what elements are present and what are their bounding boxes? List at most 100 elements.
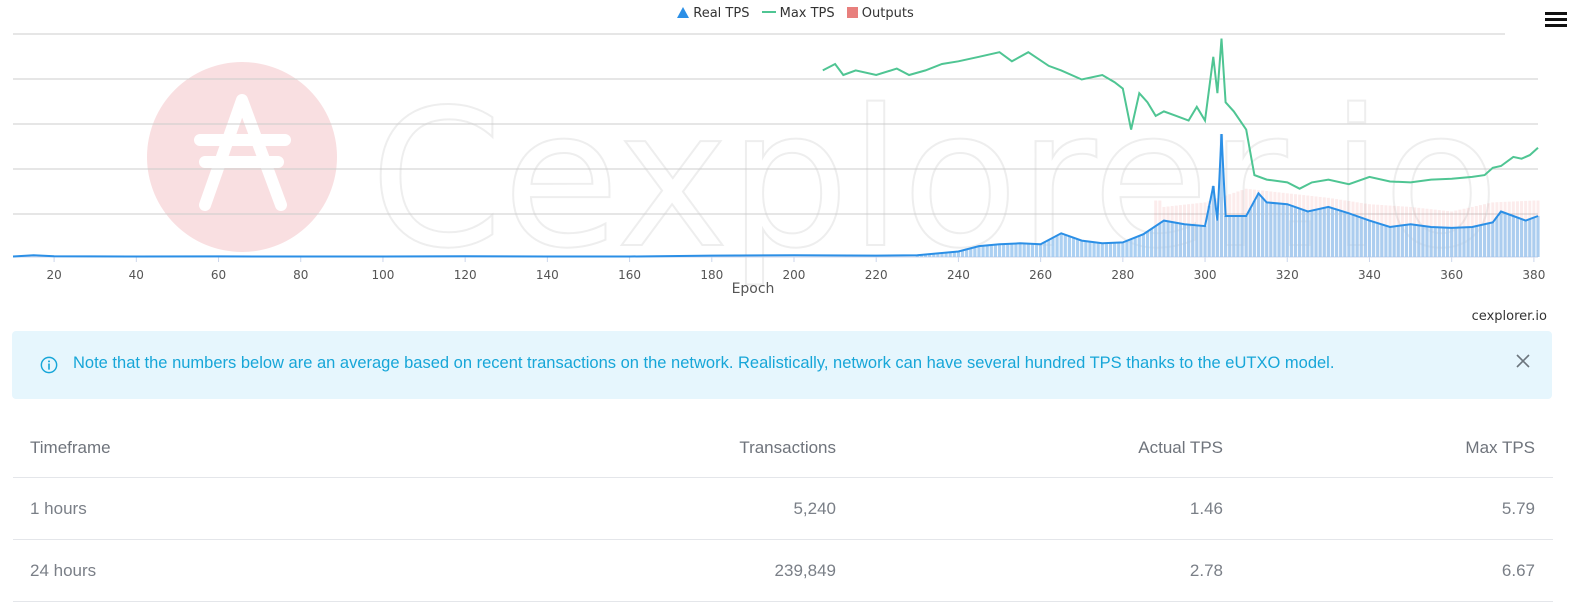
real-tps-bar: [1466, 227, 1470, 257]
col-header-max-tps[interactable]: Max TPS: [1224, 418, 1553, 478]
real-tps-bar: [1425, 226, 1429, 257]
legend-item-outputs[interactable]: Outputs: [846, 6, 914, 21]
x-tick-label: 220: [865, 268, 888, 282]
real-tps-bar: [1437, 227, 1441, 257]
info-alert: Note that the numbers below are an avera…: [12, 331, 1552, 399]
hamburger-menu-icon[interactable]: [1545, 10, 1567, 30]
real-tps-bar: [1289, 205, 1293, 257]
real-tps-bar: [1507, 214, 1511, 257]
x-tick-label: 200: [783, 268, 806, 282]
real-tps-bar: [919, 254, 924, 257]
x-tick-label: 80: [293, 268, 308, 282]
real-tps-bar: [1273, 203, 1277, 257]
real-tps-bar: [1174, 222, 1178, 257]
real-tps-bar: [1487, 223, 1491, 257]
real-tps-bar: [1400, 225, 1404, 257]
cell-actual-tps: 2.78: [837, 539, 1224, 602]
real-tps-bar: [1511, 216, 1515, 257]
real-tps-bar: [1355, 216, 1359, 257]
real-tps-bar: [1392, 226, 1396, 257]
real-tps-bar: [1108, 242, 1113, 257]
real-tps-bar: [1006, 243, 1010, 257]
real-tps-bar: [1528, 219, 1532, 257]
max-tps-line: [822, 38, 1539, 190]
legend-item-real-tps[interactable]: Real TPS: [677, 6, 749, 21]
real-tps-bar: [1191, 224, 1195, 257]
real-tps-bar: [1002, 244, 1006, 257]
x-tick-label: 320: [1276, 268, 1299, 282]
real-tps-bar: [1162, 220, 1166, 257]
real-tps-bar: [1096, 242, 1100, 257]
cardano-logo-icon: [194, 94, 291, 211]
real-tps-bar: [1417, 225, 1421, 257]
x-axis-label: Epoch: [732, 281, 775, 297]
cell-max-tps: 6.67: [1224, 539, 1553, 602]
real-tps-bar: [1503, 213, 1507, 257]
x-tick-label: 300: [1194, 268, 1217, 282]
chart-credit[interactable]: cexplorer.io: [1471, 309, 1547, 324]
real-tps-bar: [1499, 211, 1503, 257]
real-tps-bar: [1244, 216, 1248, 257]
real-tps-bar: [1306, 211, 1310, 257]
real-tps-bar: [1265, 202, 1269, 257]
table-header-row: Timeframe Transactions Actual TPS Max TP…: [13, 418, 1553, 478]
real-tps-bar: [1478, 225, 1483, 257]
real-tps-bar: [1458, 227, 1462, 257]
x-tick-label: 180: [700, 268, 723, 282]
real-tps-bar: [948, 252, 952, 257]
real-tps-bar: [944, 252, 948, 257]
real-tps-bar: [1121, 242, 1125, 257]
real-tps-bar: [1524, 220, 1528, 257]
real-tps-bar: [1388, 226, 1392, 257]
real-tps-bar: [1059, 233, 1063, 257]
real-tps-bar: [1080, 240, 1084, 257]
real-tps-bar: [1359, 217, 1363, 257]
tps-table: Timeframe Transactions Actual TPS Max TP…: [13, 418, 1553, 602]
real-tps-bar: [1310, 210, 1314, 257]
real-tps-bar: [1166, 221, 1170, 257]
real-tps-bar: [1347, 213, 1351, 257]
real-tps-bar: [1158, 223, 1162, 257]
real-tps-bar: [1380, 224, 1384, 257]
x-tick-label: 60: [211, 268, 226, 282]
real-tps-bar: [923, 254, 928, 257]
real-tps-bar: [1256, 193, 1261, 257]
x-tick-label: 40: [129, 268, 144, 282]
real-tps-bar: [1343, 212, 1347, 257]
x-tick-label: 280: [1111, 268, 1134, 282]
real-tps-bar: [1215, 220, 1219, 257]
tps-chart: Cexplorer.io 20 40 60 80 100 120 140 160 180 200 22…: [12, 6, 1567, 297]
real-tps-bar: [1326, 206, 1330, 257]
col-header-transactions[interactable]: Transactions: [495, 418, 837, 478]
cell-transactions: 5,240: [495, 477, 837, 540]
real-tps-bar: [1199, 225, 1203, 257]
real-tps-bar: [1413, 224, 1417, 257]
real-tps-bar: [1067, 236, 1072, 257]
real-tps-bar: [1482, 224, 1487, 257]
real-tps-bar: [1536, 216, 1540, 257]
real-tps-bar: [1232, 216, 1236, 257]
real-tps-bar: [1014, 243, 1018, 257]
real-tps-bar: [1491, 222, 1495, 257]
real-tps-bar: [1248, 208, 1252, 257]
real-tps-bar: [1285, 204, 1289, 257]
legend-item-max-tps[interactable]: Max TPS: [761, 6, 835, 21]
real-tps-bar: [1532, 217, 1536, 257]
real-tps-bar: [1339, 210, 1343, 257]
real-tps-bar: [1450, 227, 1454, 257]
real-tps-bar: [1228, 216, 1232, 257]
col-header-actual-tps[interactable]: Actual TPS: [837, 418, 1224, 478]
real-tps-bar: [1039, 244, 1043, 257]
real-tps-bar: [965, 249, 969, 257]
table-row: 1 hours 5,240 1.46 5.79: [13, 477, 1553, 540]
cell-transactions: 239,849: [495, 539, 837, 602]
real-tps-bar: [1302, 210, 1306, 257]
real-tps-bar: [1470, 226, 1474, 257]
real-tps-bar: [1269, 202, 1273, 257]
x-tick-label: 100: [371, 268, 394, 282]
col-header-timeframe[interactable]: Timeframe: [13, 418, 495, 478]
close-icon[interactable]: [1516, 354, 1530, 368]
x-tick-label: 340: [1358, 268, 1381, 282]
real-tps-bar: [993, 244, 998, 257]
real-tps-bar: [1367, 220, 1372, 257]
